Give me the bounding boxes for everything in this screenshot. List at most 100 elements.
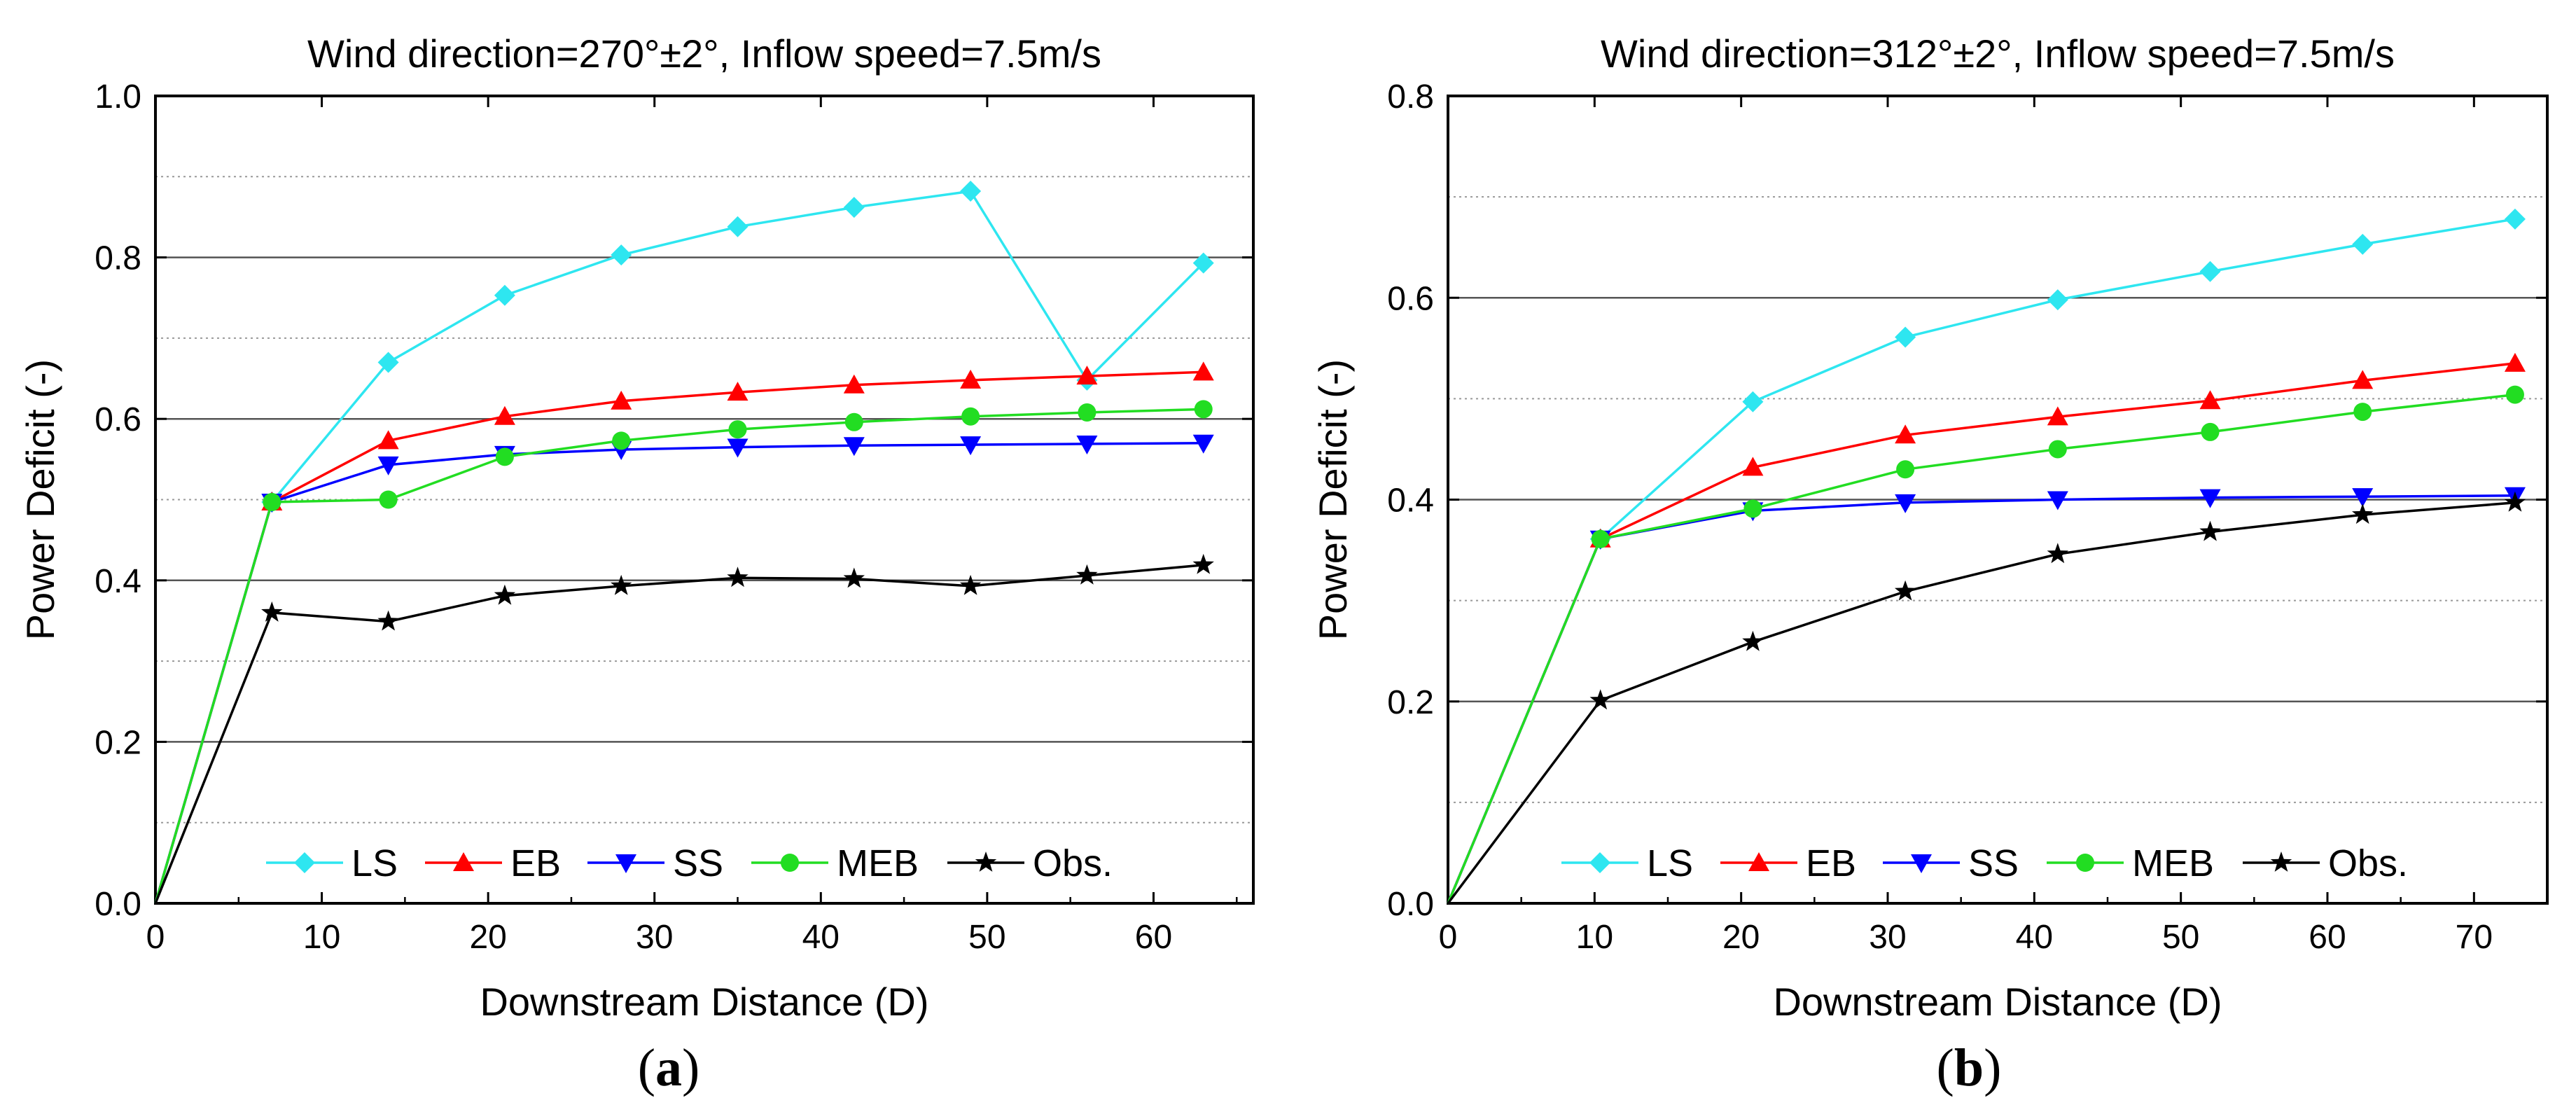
data-point-obs — [377, 610, 399, 631]
x-tick-label: 50 — [968, 919, 1005, 956]
series-line-eb — [1447, 362, 2516, 904]
legend-label-ls: LS — [351, 842, 398, 884]
y-tick-label: 0.4 — [95, 563, 141, 600]
data-point-obs — [2504, 491, 2526, 512]
x-tick-label: 0 — [1439, 919, 1458, 956]
legend-label-ls: LS — [1647, 842, 1693, 884]
data-point-eb — [1742, 457, 1764, 476]
data-point-meb — [1194, 400, 1213, 419]
y-tick-label: 0.8 — [95, 240, 141, 277]
y-axis-label: Power Deficit (-) — [18, 359, 62, 640]
data-point-ls — [494, 284, 515, 306]
legend-label-eb: EB — [1806, 842, 1856, 884]
data-point-meb — [379, 490, 398, 509]
legend-label-obs: Obs. — [1033, 842, 1113, 884]
data-point-obs — [727, 567, 749, 588]
series-line-ls — [154, 190, 1204, 904]
data-point-ls — [1742, 391, 1764, 412]
x-tick-label: 60 — [2309, 919, 2346, 956]
data-point-eb — [377, 430, 399, 450]
x-tick-label: 20 — [469, 919, 506, 956]
legend-marker-ls — [294, 852, 315, 873]
data-point-eb — [2504, 352, 2526, 372]
data-point-ls — [2352, 233, 2374, 255]
data-point-eb — [2047, 406, 2068, 426]
x-tick-label: 20 — [1722, 919, 1760, 956]
data-point-eb — [2199, 390, 2221, 410]
data-point-ls — [1895, 326, 1916, 348]
data-point-obs — [1894, 580, 1916, 601]
data-point-eb — [611, 390, 632, 410]
x-tick-label: 10 — [1576, 919, 1613, 956]
x-axis-label: Downstream Distance (D) — [480, 980, 928, 1024]
y-tick-label: 0.6 — [1387, 280, 1434, 317]
legend-label-ss: SS — [1968, 842, 2019, 884]
data-point-obs — [1742, 630, 1764, 651]
legend-marker-eb — [453, 852, 474, 871]
chart-panel-b: Wind direction=312°±2°, Inflow speed=7.5… — [1288, 0, 2576, 1119]
data-point-meb — [495, 447, 514, 466]
x-tick-label: 50 — [2162, 919, 2199, 956]
data-point-eb — [843, 374, 865, 394]
data-point-eb — [1192, 361, 1214, 381]
legend-marker-obs — [2270, 852, 2292, 872]
data-point-obs — [959, 574, 982, 595]
data-point-obs — [2047, 543, 2068, 564]
y-tick-label: 0.8 — [1387, 78, 1434, 116]
y-tick-label: 0.2 — [1387, 684, 1434, 721]
data-point-eb — [1076, 366, 1098, 385]
y-tick-label: 0.0 — [95, 886, 141, 923]
data-point-obs — [1589, 689, 1611, 710]
x-tick-label: 40 — [2016, 919, 2053, 956]
data-point-ls — [960, 181, 982, 202]
data-point-ss — [2352, 488, 2374, 508]
x-tick-label: 0 — [146, 919, 165, 956]
data-point-meb — [2505, 385, 2524, 404]
series-line-eb — [154, 370, 1204, 904]
data-point-ss — [727, 438, 749, 458]
data-point-ls — [2199, 260, 2221, 282]
data-point-ss — [1076, 435, 1098, 454]
legend-marker-eb — [1748, 852, 1769, 871]
data-point-ss — [960, 436, 982, 456]
data-point-meb — [2048, 440, 2067, 459]
series-line-ss — [154, 442, 1204, 904]
line-chart-b: Wind direction=312°±2°, Inflow speed=7.5… — [1311, 32, 2549, 1024]
data-point-ss — [2199, 489, 2221, 508]
legend-marker-meb — [781, 854, 799, 872]
panel-caption-b: (b) — [1936, 1038, 2002, 1097]
legend-marker-ss — [1911, 854, 1932, 873]
y-tick-label: 0.0 — [1387, 886, 1434, 923]
data-point-ls — [1192, 252, 1214, 274]
legend-marker-ls — [1589, 852, 1610, 873]
data-point-meb — [1743, 499, 1762, 518]
data-point-meb — [844, 412, 863, 431]
data-point-meb — [1078, 403, 1096, 422]
data-point-obs — [611, 574, 632, 595]
data-point-meb — [1591, 529, 1610, 548]
line-chart-a: Wind direction=270°±2°, Inflow speed=7.5… — [18, 32, 1255, 1024]
series-line-meb — [154, 408, 1204, 904]
x-tick-label: 70 — [2456, 919, 2493, 956]
data-point-obs — [494, 584, 516, 605]
data-point-obs — [1192, 553, 1214, 574]
data-point-ls — [727, 216, 749, 237]
data-point-meb — [1896, 460, 1915, 479]
legend-marker-ss — [615, 854, 636, 873]
data-point-obs — [843, 567, 865, 588]
x-tick-label: 60 — [1135, 919, 1172, 956]
series-line-meb — [1447, 393, 2516, 904]
data-point-eb — [960, 369, 982, 389]
legend-label-meb: MEB — [837, 842, 919, 884]
data-point-ss — [843, 437, 865, 457]
chart-title: Wind direction=312°±2°, Inflow speed=7.5… — [1601, 32, 2395, 76]
data-point-meb — [612, 431, 631, 450]
data-point-ls — [611, 244, 632, 266]
data-point-ls — [377, 352, 399, 373]
data-point-ls — [843, 197, 865, 218]
data-point-ls — [2504, 208, 2526, 230]
data-point-obs — [2352, 503, 2374, 524]
data-point-meb — [728, 420, 747, 439]
data-point-meb — [961, 407, 980, 426]
data-point-obs — [261, 601, 283, 622]
